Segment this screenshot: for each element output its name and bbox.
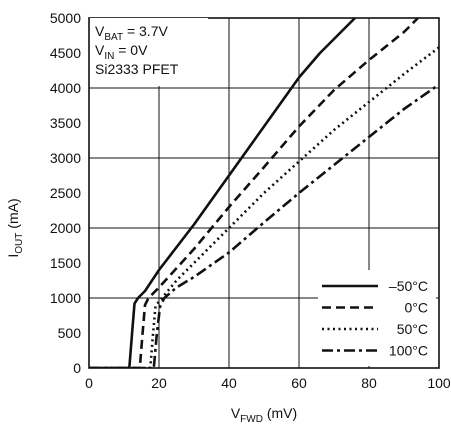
legend-label: 50°C xyxy=(397,321,428,337)
y-tick-label: 1000 xyxy=(50,290,81,306)
annotation-line: Si2333 PFET xyxy=(95,61,179,77)
y-tick-label: 3000 xyxy=(50,150,81,166)
x-tick-label: 20 xyxy=(151,375,167,391)
data-lines xyxy=(89,18,439,368)
y-tick-label: 4000 xyxy=(50,80,81,96)
y-axis-label: IOUT (mA) xyxy=(5,198,25,257)
x-tick-label: 0 xyxy=(85,375,93,391)
y-tick-label: 3500 xyxy=(50,115,81,131)
legend-label: –50°C xyxy=(389,278,428,294)
legend-label: 100°C xyxy=(389,343,428,359)
y-tick-label: 1500 xyxy=(50,255,81,271)
plot-frame xyxy=(88,17,440,369)
y-tick-label: 4500 xyxy=(50,45,81,61)
x-axis-label: VFWD (mV) xyxy=(231,405,297,425)
y-tick-label: 2000 xyxy=(50,220,81,236)
annotation-box xyxy=(90,18,208,86)
x-tick-label: 40 xyxy=(221,375,237,391)
annotation-line: VBAT = 3.7V xyxy=(95,23,168,43)
y-tick-label: 5000 xyxy=(50,10,81,26)
legend: –50°C 0°C 50°C 100°C xyxy=(322,278,428,359)
x-tick-label: 100 xyxy=(427,375,451,391)
tick-labels: 0 20 40 60 80 1000500100015002000250030003500… xyxy=(50,10,451,391)
y-tick-label: 0 xyxy=(73,360,81,376)
y-tick-label: 500 xyxy=(58,325,82,341)
annotation-line: VIN = 0V xyxy=(95,42,148,62)
y-tick-label: 2500 xyxy=(50,185,81,201)
legend-label: 0°C xyxy=(405,300,429,316)
series-line xyxy=(89,18,419,368)
series-line xyxy=(89,83,439,368)
x-tick-label: 60 xyxy=(291,375,307,391)
series-line xyxy=(89,46,439,368)
series-line xyxy=(89,18,356,368)
x-tick-label: 80 xyxy=(361,375,377,391)
